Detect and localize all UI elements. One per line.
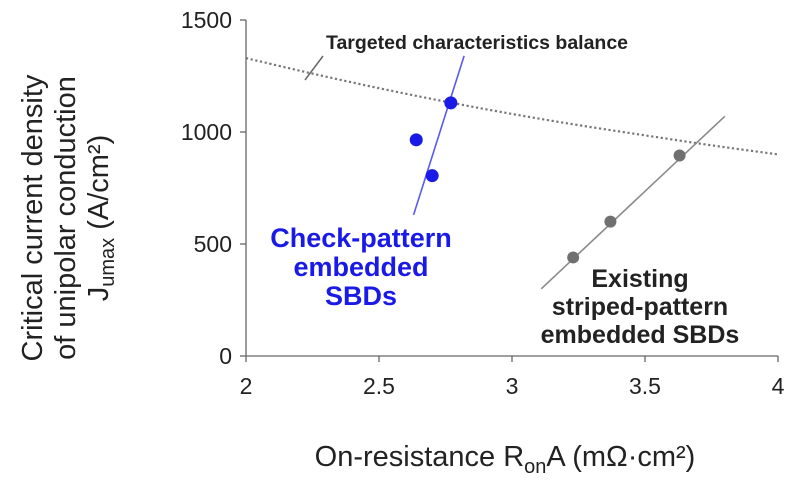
striped-label-line-1: Existing — [591, 265, 688, 293]
reference-curve-targeted-balance — [245, 57, 779, 156]
check-pattern-label: Check-pattern embedded SBDs — [270, 223, 452, 311]
x-axis-title: On-resistance RonA (mΩ·cm²) — [315, 441, 696, 478]
check-pattern-data-point — [425, 169, 439, 183]
x-tick-label: 2.5 — [363, 373, 395, 399]
reference-curve-label: Targeted characteristics balance — [326, 32, 628, 54]
striped-pattern-data-point — [673, 149, 686, 162]
check-pattern-data-point — [409, 133, 423, 147]
x-tick-label: 3 — [506, 373, 519, 399]
x-tick-label: 3.5 — [629, 373, 661, 399]
y-title-j: J — [83, 287, 115, 302]
y-tick-label: 0 — [219, 343, 232, 369]
check-label-line-1: Check-pattern — [270, 223, 452, 253]
y-axis-title: Critical current density of unipolar con… — [17, 74, 119, 361]
striped-pattern-data-point — [604, 215, 617, 228]
x-tick-group: 2 2.5 3 3.5 4 — [240, 356, 785, 399]
striped-pattern-data-point — [567, 251, 580, 264]
check-label-line-2: embedded — [293, 252, 428, 282]
x-title-prefix: On-resistance R — [315, 441, 525, 473]
striped-label-line-2: striped-pattern — [552, 293, 728, 321]
y-tick-label: 1000 — [181, 119, 232, 145]
y-title-subscript: umax — [97, 238, 119, 287]
x-title-suffix: A (mΩ·cm²) — [546, 441, 695, 473]
y-title-units: (A/cm²) — [83, 135, 115, 238]
series-layer — [409, 55, 726, 290]
striped-pattern-trend-line — [540, 115, 726, 290]
x-title-subscript: on — [524, 456, 546, 478]
x-tick-label: 2 — [240, 373, 253, 399]
x-tick-label: 4 — [772, 373, 785, 399]
check-label-line-3: SBDs — [325, 281, 397, 311]
y-title-line-3: Jumax (A/cm²) — [83, 135, 119, 302]
reference-label-leader — [304, 55, 324, 81]
y-title-line-2: of unipolar conduction — [50, 76, 82, 360]
check-pattern-trend-line — [412, 55, 465, 216]
y-tick-label: 500 — [194, 231, 232, 257]
y-title-line-1: Critical current density — [17, 74, 49, 361]
striped-pattern-label: Existing striped-pattern embedded SBDs — [541, 265, 740, 349]
striped-label-line-3: embedded SBDs — [541, 321, 740, 349]
y-tick-label: 1500 — [181, 7, 232, 33]
check-pattern-data-point — [444, 96, 458, 110]
y-tick-group: 0 500 1000 1500 — [181, 7, 246, 369]
